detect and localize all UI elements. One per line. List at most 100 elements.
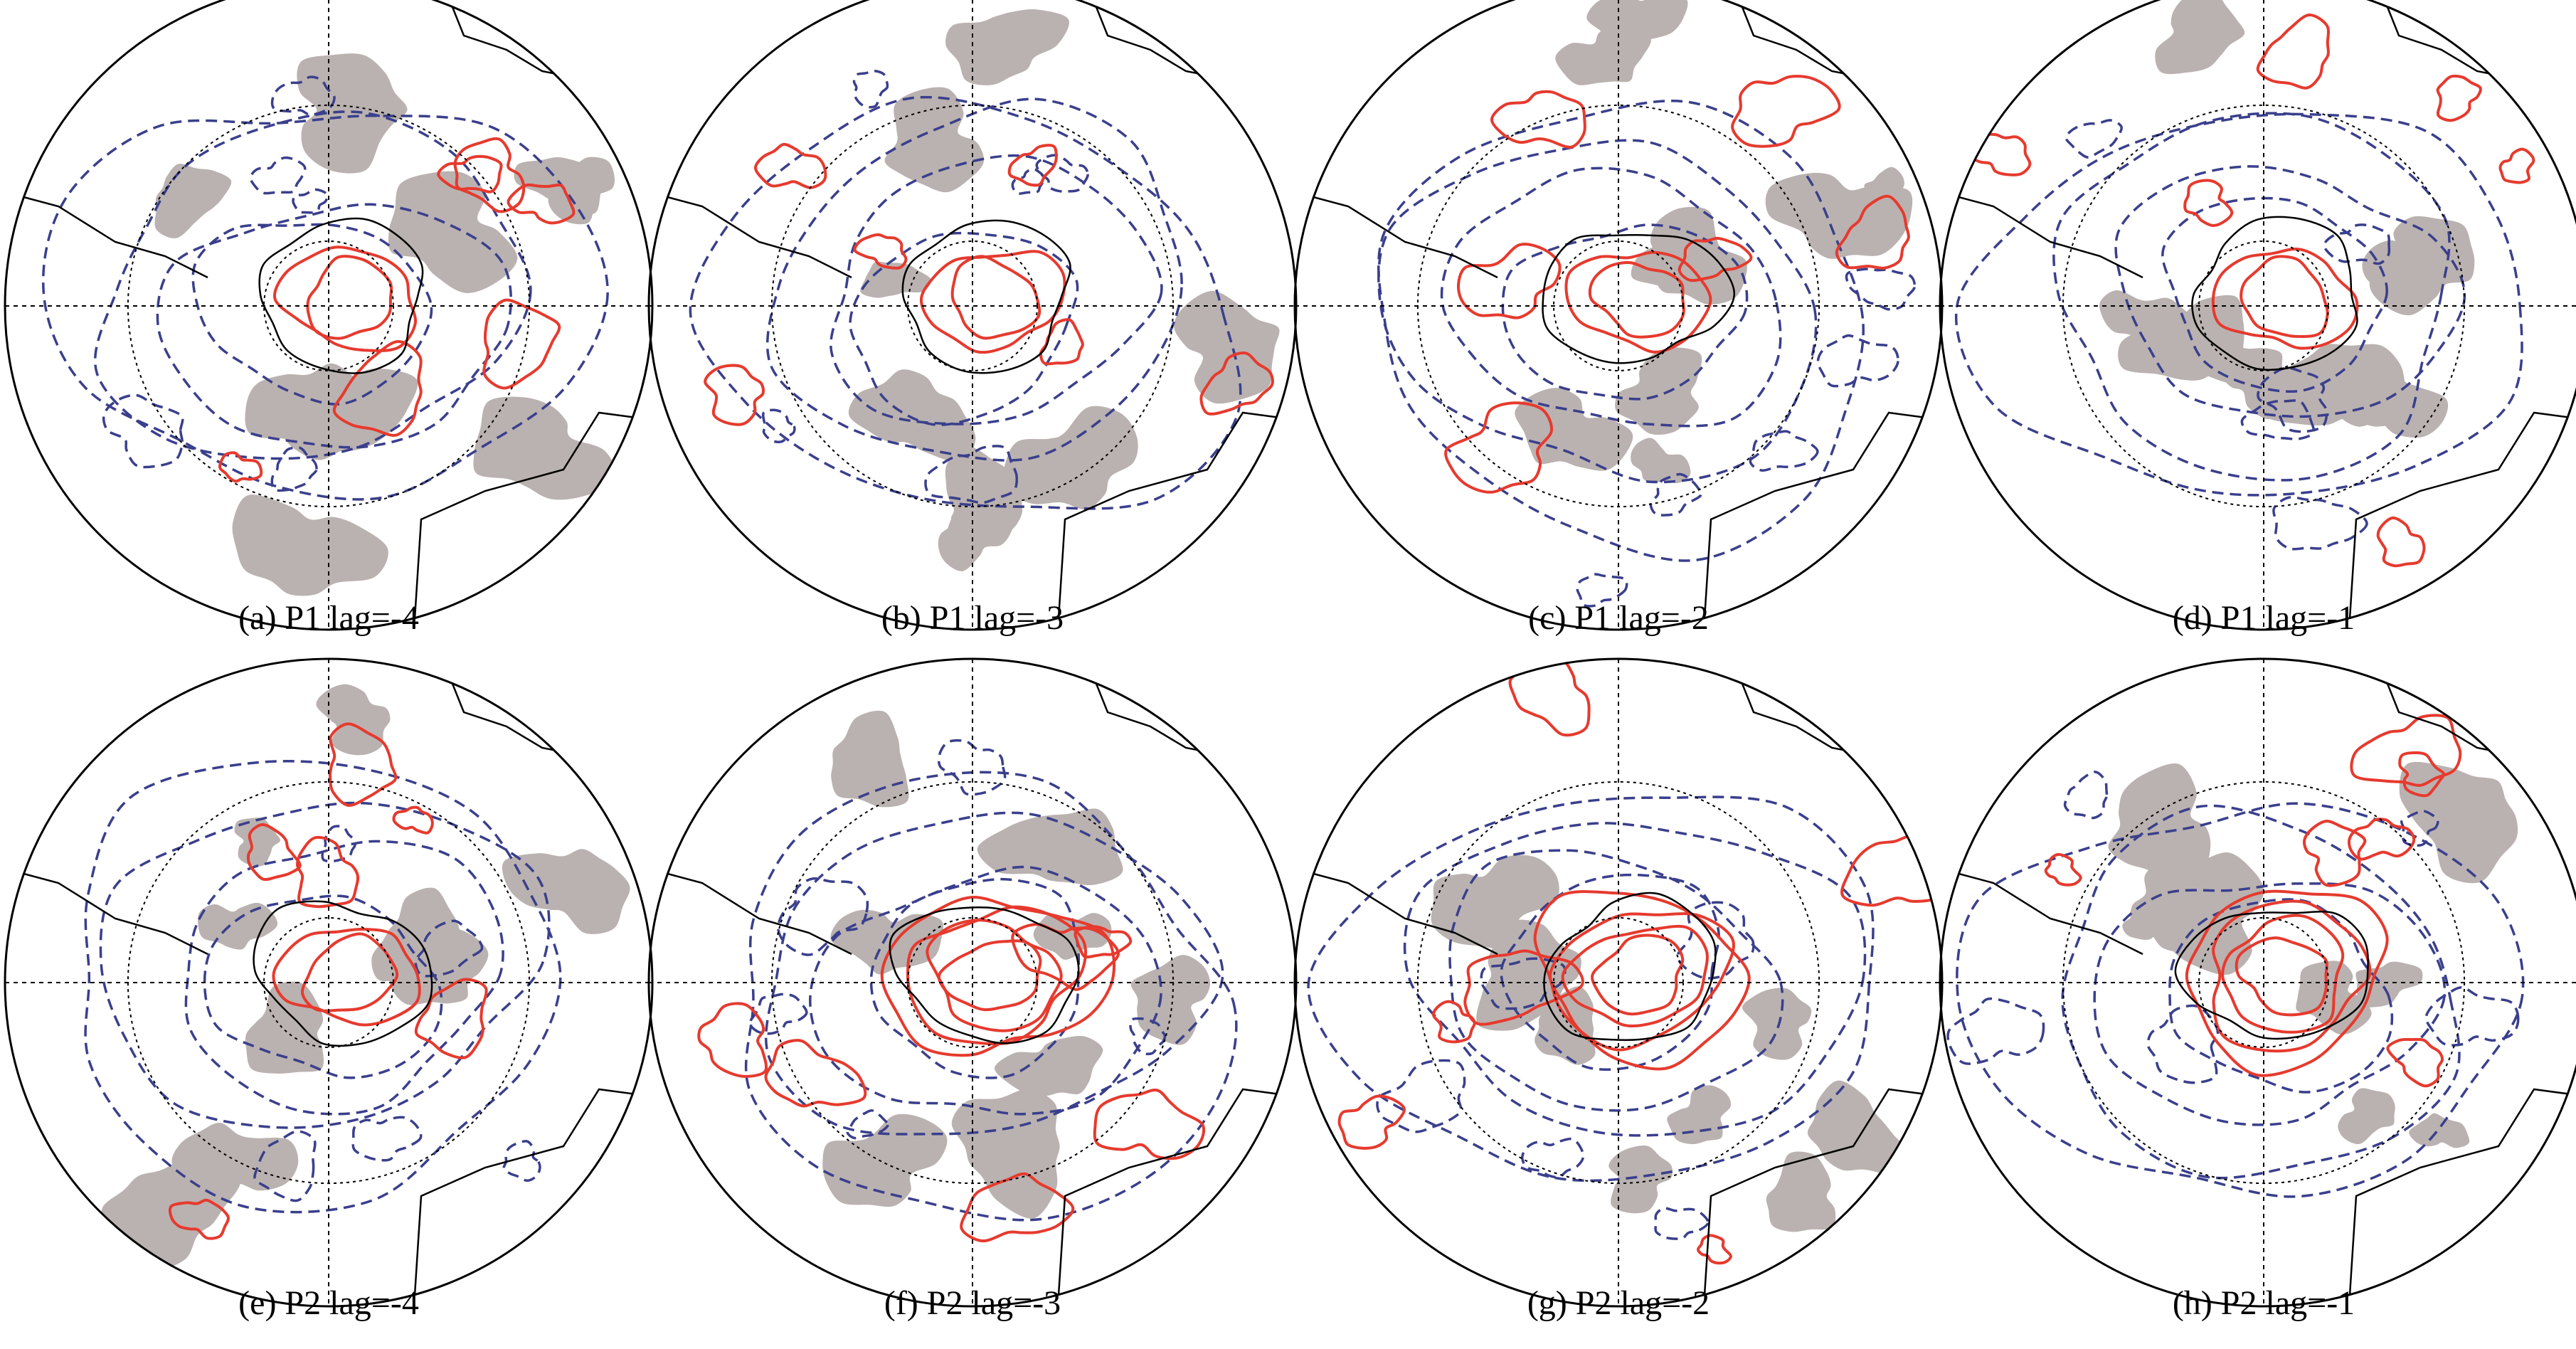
panel-caption: (d) P1 lag=-1 [2173,599,2355,637]
significance-patch [2122,905,2185,940]
map-content [649,0,1296,630]
coastline [1940,191,2143,279]
map-panel: (b) P1 lag=-3 [647,0,1298,637]
coastline [2191,216,2358,371]
map-panel: (d) P1 lag=-1 [1939,0,2576,637]
significance-patch [2108,763,2211,884]
coastline [441,659,652,771]
positive-contour [1588,261,1685,339]
significance-patch [2152,317,2245,384]
positive-contour [437,154,503,194]
negative-contour [1377,139,1818,484]
positive-contour [2221,914,2345,1034]
positive-contour [272,245,418,352]
coastline [901,219,1071,374]
negative-contour [1654,1207,1710,1240]
coastline [1295,867,1498,956]
map-panel: (h) P2 lag=-1 [1939,657,2576,1322]
positive-contour [1835,194,1910,270]
positive-contour [2256,14,2330,90]
coastline [1085,0,1296,94]
negative-contour [849,231,1079,426]
coastline [5,191,208,279]
positive-contour [507,183,576,225]
negative-contour [852,70,889,109]
positive-contour [2398,751,2446,798]
negative-contour [99,801,551,1129]
positive-contour [937,939,1042,1012]
positive-contour [1199,351,1274,416]
negative-contour [1035,154,1089,193]
map-panel: (e) P2 lag=-4 [4,657,654,1322]
map-content [5,0,652,630]
positive-contour [1074,925,1133,959]
positive-contour [1456,243,1562,319]
negative-contour [1448,849,1784,1112]
negative-contour [1576,573,1628,608]
significance-patch [1765,172,1913,259]
coastline [2376,0,2576,94]
negative-contour [292,188,329,214]
coastline [413,1088,652,1306]
positive-contour [1533,890,1751,1071]
negative-contour [1440,166,1782,428]
negative-contour [2114,165,2466,418]
significance-patch [1807,1080,1909,1174]
coastline [1295,191,1498,279]
positive-contour [1337,1094,1406,1150]
positive-contour [1007,144,1058,187]
positive-contour [2347,818,2416,861]
negative-contour [809,865,1162,1116]
significance-patch [388,929,489,1005]
positive-contour [2303,820,2367,887]
map-panel: (a) P1 lag=-4 [4,0,654,637]
significance-patch [502,849,630,934]
coastline [2348,1088,2576,1306]
negative-contour [270,75,336,116]
positive-contour [296,835,360,909]
significance-patch [2409,1113,2470,1148]
negative-contour [924,445,1019,504]
negative-contour [2146,1004,2220,1084]
coastline [1056,1088,1296,1306]
positive-contour [2211,247,2359,350]
panel-caption: (g) P2 lag=-2 [1527,1284,1710,1322]
significance-patch [2338,1088,2395,1145]
map-panel: (c) P1 lag=-2 [1293,0,1944,637]
negative-contour [1816,334,1899,388]
positive-contour [2436,74,2482,122]
coastline [1731,659,1942,771]
positive-contour [704,364,765,426]
positive-contour [2185,889,2389,1077]
negative-contour [1403,822,1867,1137]
negative-contour [2063,771,2109,820]
significance-patch [198,902,278,950]
coastline [441,0,652,94]
negative-contour [2093,882,2447,1126]
positive-contour [392,805,434,835]
positive-contour [482,298,561,390]
coastline [1085,659,1296,771]
positive-contour [414,978,488,1059]
significance-patch [876,390,934,438]
significance-patch [884,87,985,193]
coastline [1940,867,2143,956]
coastline [649,867,852,956]
positive-contour [1564,250,1712,354]
panel-caption: (b) P1 lag=-3 [881,599,1064,637]
negative-contour [2168,898,2394,1094]
negative-contour [270,446,318,492]
significance-patch [1667,1085,1732,1145]
negative-contour [1649,472,1702,517]
negative-contour [1307,795,1875,1183]
negative-contour [253,1130,317,1202]
negative-contour [2240,399,2316,441]
negative-contour [2424,986,2520,1047]
positive-contour [1490,90,1586,149]
negative-contour [321,825,356,863]
negative-contour [2052,112,2451,482]
significance-patch [297,53,408,174]
significance-patch [951,1089,1060,1219]
negative-contour [191,223,433,406]
map-border [1939,0,2576,631]
